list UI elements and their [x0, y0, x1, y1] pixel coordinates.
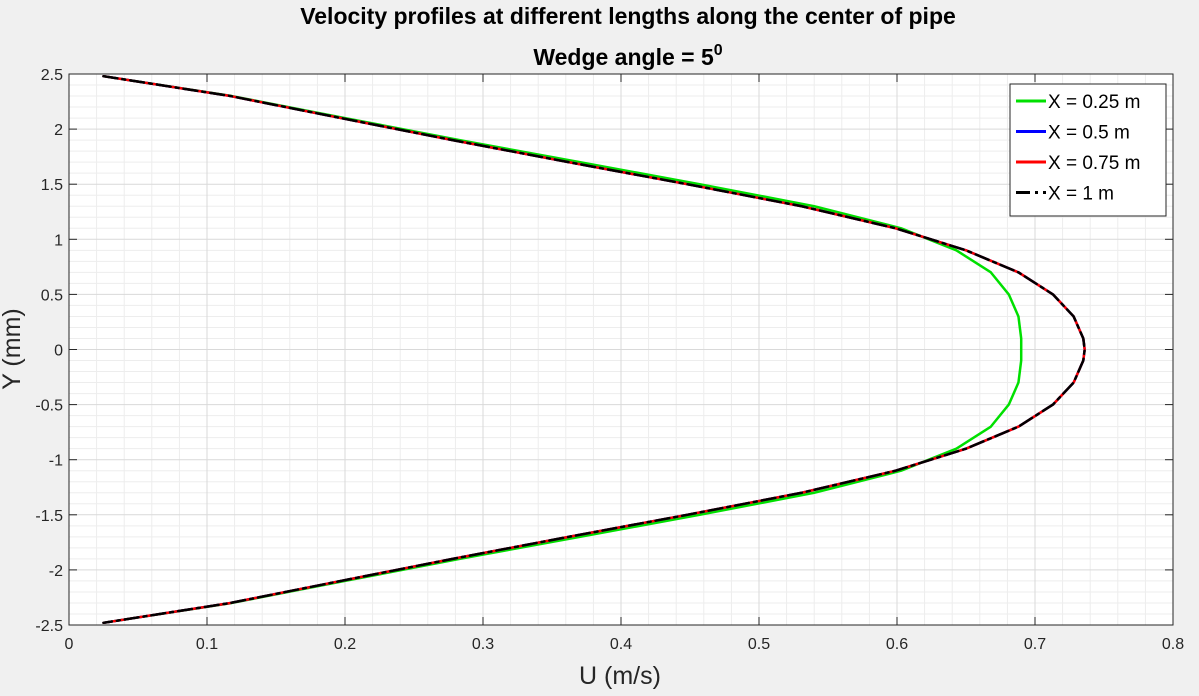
- series-line-x-1-m: [102, 74, 1086, 625]
- x-tick-label: 0.6: [886, 636, 908, 653]
- y-tick-label: -1.5: [35, 508, 63, 525]
- legend-label: X = 1 m: [1048, 184, 1114, 205]
- legend-label: X = 0.75 m: [1048, 153, 1140, 174]
- axes-frame: [68, 73, 1174, 626]
- x-tick-label: 0.5: [748, 636, 770, 653]
- x-tick-label: 0.8: [1162, 636, 1184, 653]
- legend-label: X = 0.5 m: [1048, 123, 1130, 144]
- y-tick-label: 1: [54, 232, 63, 249]
- y-axis-label: Y (mm): [0, 308, 26, 389]
- y-tick-label: 1.5: [41, 177, 63, 194]
- y-tick-label: -0.5: [35, 398, 63, 415]
- chart-title: Velocity profiles at different lengths a…: [300, 3, 956, 29]
- x-tick-label: 0.4: [610, 636, 632, 653]
- y-tick-label: 2: [54, 122, 63, 139]
- legend: X = 0.25 m X = 0.5 m X = 0.75 m X = 1 m: [1009, 83, 1167, 217]
- y-tick-label: 0: [54, 343, 63, 360]
- chart-subtitle: Wedge angle = 50: [533, 42, 722, 70]
- x-tick-label: 0.2: [334, 636, 356, 653]
- y-tick-label: -2.5: [35, 618, 63, 635]
- y-tick-label: -1: [49, 453, 63, 470]
- x-tick-label: 0: [65, 636, 74, 653]
- x-tick-label: 0.7: [1024, 636, 1046, 653]
- chart-subtitle-superscript: 0: [714, 42, 723, 59]
- legend-label: X = 0.25 m: [1048, 92, 1140, 113]
- x-tick-label: 0.3: [472, 636, 494, 653]
- y-tick-label: 0.5: [41, 287, 63, 304]
- x-tick-label: 0.1: [196, 636, 218, 653]
- chart-subtitle-text: Wedge angle = 5: [533, 44, 714, 70]
- series-line-x-0-25-m: [102, 74, 1023, 625]
- x-axis-label: U (m/s): [579, 662, 661, 690]
- plot-area: 0 0.1 0.2 0.3 0.4 0.5 0.6 0.7 0.8 2.5 2 1.5 1 0.5 0 -0.…: [35, 67, 1184, 653]
- y-tick-label: -2: [49, 563, 63, 580]
- y-tick-label: 2.5: [41, 67, 63, 84]
